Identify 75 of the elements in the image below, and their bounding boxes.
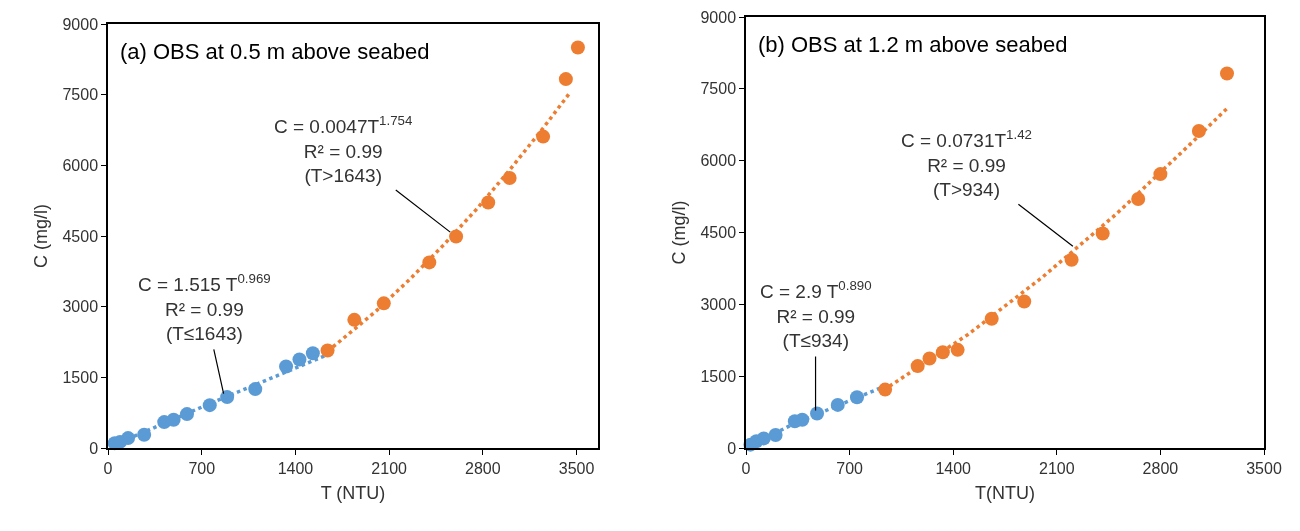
point bbox=[950, 342, 965, 357]
point bbox=[768, 428, 783, 443]
y-tick-label: 3000 bbox=[700, 295, 737, 313]
point bbox=[305, 346, 320, 361]
y-tick-label: 0 bbox=[727, 439, 737, 457]
point bbox=[1220, 66, 1234, 81]
annotation: C = 1.515 T$^{0.969}$ R² = 0.99 (T≤1643) bbox=[138, 271, 271, 345]
x-tick-label: 3500 bbox=[1246, 459, 1282, 477]
point bbox=[935, 345, 950, 360]
x-tick-label: 700 bbox=[836, 459, 864, 477]
point bbox=[1064, 252, 1079, 267]
point bbox=[1095, 226, 1110, 241]
x-tick-label: 2100 bbox=[1039, 459, 1075, 477]
y-tick-label: 6000 bbox=[62, 156, 99, 174]
y-tick-label: 7500 bbox=[62, 86, 99, 104]
point bbox=[1131, 191, 1146, 206]
annotation: C = 0.0047T$^{1.754}$ R² = 0.99 (T>1643) bbox=[274, 113, 413, 187]
point bbox=[376, 296, 391, 311]
point bbox=[830, 397, 845, 412]
y-tick-label: 4500 bbox=[700, 224, 737, 242]
point bbox=[180, 407, 194, 422]
point bbox=[347, 312, 362, 327]
point bbox=[536, 129, 551, 144]
y-tick-label: 9000 bbox=[700, 8, 737, 26]
x-tick-label: 2800 bbox=[465, 459, 501, 477]
point bbox=[422, 255, 437, 270]
x-tick-label: 2800 bbox=[1142, 459, 1179, 477]
point bbox=[502, 171, 517, 186]
point bbox=[449, 229, 464, 244]
x-tick-label: 3500 bbox=[558, 459, 595, 477]
point bbox=[137, 427, 152, 442]
point bbox=[795, 412, 810, 427]
point bbox=[756, 431, 771, 446]
point bbox=[481, 195, 496, 210]
x-tick-label: 1400 bbox=[277, 459, 314, 477]
annotation: C = 2.9 T$^{0.890}$ R² = 0.99 (T≤934) bbox=[760, 278, 872, 352]
text: (b) OBS at 1.2 m above seabed bbox=[758, 32, 1068, 57]
point bbox=[922, 351, 937, 366]
point bbox=[121, 431, 136, 446]
point bbox=[570, 40, 585, 55]
point bbox=[202, 398, 217, 413]
x-tick-label: 1400 bbox=[935, 459, 972, 477]
point bbox=[248, 382, 263, 397]
point bbox=[1153, 167, 1168, 182]
annotation: C = 0.0731T$^{1.42}$ R² = 0.99 (T>934) bbox=[901, 127, 1032, 201]
y-tick-label: 1500 bbox=[62, 368, 99, 386]
y-tick-label: 1500 bbox=[700, 367, 737, 385]
point bbox=[1191, 123, 1206, 138]
x-tick-label: 0 bbox=[741, 459, 751, 477]
point bbox=[984, 311, 999, 326]
point bbox=[166, 412, 181, 427]
x-tick-label: 0 bbox=[103, 459, 113, 477]
point bbox=[810, 406, 825, 421]
point bbox=[558, 72, 573, 87]
point bbox=[279, 359, 294, 374]
y-tick-label: 4500 bbox=[62, 227, 99, 245]
x-tick-label: 700 bbox=[188, 459, 216, 477]
point bbox=[910, 359, 925, 374]
y-axis-title: C (mg/l) bbox=[669, 200, 690, 265]
point bbox=[292, 352, 307, 367]
y-axis-title: C (mg/l) bbox=[31, 204, 52, 268]
x-axis-title: T(NTU) bbox=[975, 482, 1035, 503]
point bbox=[878, 382, 893, 397]
y-tick-label: 3000 bbox=[62, 298, 99, 316]
x-tick-label: 2100 bbox=[371, 459, 408, 477]
y-tick-label: 0 bbox=[89, 439, 99, 457]
x-axis-title: T (NTU) bbox=[320, 482, 386, 503]
point bbox=[1017, 294, 1032, 309]
y-tick-label: 6000 bbox=[700, 152, 737, 170]
y-tick-label: 7500 bbox=[700, 80, 737, 98]
point bbox=[320, 343, 335, 358]
point bbox=[850, 390, 864, 405]
text: (a) OBS at 0.5 m above seabed bbox=[120, 39, 430, 64]
point bbox=[220, 390, 235, 405]
y-tick-label: 9000 bbox=[62, 15, 99, 33]
